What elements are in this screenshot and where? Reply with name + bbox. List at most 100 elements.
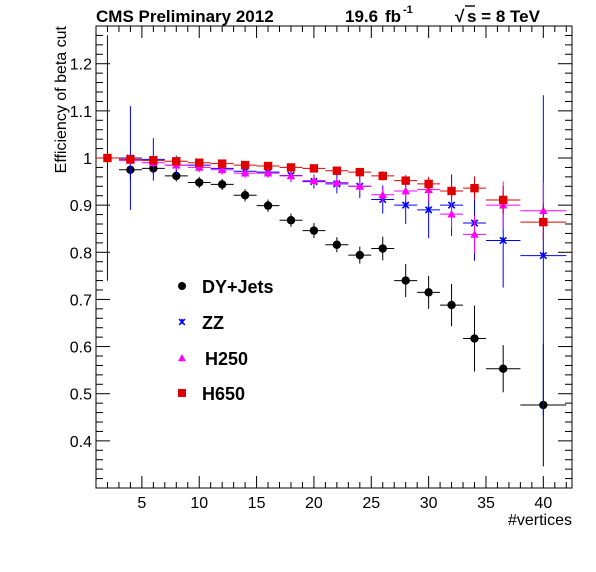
data-point [417, 275, 441, 309]
chart-title-energy: s = 8 TeV [467, 7, 541, 26]
data-point-square [240, 160, 250, 170]
data-point-square [172, 157, 181, 166]
data-point-circle [263, 201, 273, 210]
data-point-square [195, 158, 204, 167]
y-tick-label: 0.6 [70, 340, 92, 357]
chart-title-lumi-value: 19.6 [345, 7, 378, 26]
data-point [417, 181, 441, 239]
data-point-triangle [378, 190, 387, 199]
data-point-star [424, 206, 433, 214]
data-point [279, 171, 303, 181]
data-point-square [332, 166, 342, 175]
data-point [187, 176, 211, 189]
data-point-circle [286, 216, 296, 225]
data-point-star [539, 251, 548, 260]
y-tick-label: 0.9 [70, 198, 92, 215]
x-tick-label: 15 [248, 495, 266, 512]
data-point-triangle [217, 165, 227, 174]
legend: DY+Jets ZZ H250 H650 [178, 277, 274, 404]
data-point-triangle [286, 171, 296, 180]
data-point-circle [498, 364, 508, 373]
y-tick-label: 0.8 [70, 245, 92, 262]
data-point [463, 215, 486, 254]
chart-title-experiment: CMS Preliminary 2012 [96, 7, 274, 26]
data-point-circle [378, 244, 387, 253]
data-point-circle [240, 191, 250, 200]
data-point-square [217, 159, 227, 168]
y-tick-label: 0.4 [70, 434, 92, 451]
data-point-triangle [332, 178, 342, 186]
data-point-triangle [240, 168, 250, 177]
data-point-square [103, 153, 112, 163]
data-point [256, 161, 280, 171]
data-point [210, 159, 234, 168]
y-tick-labels: 0.4 0.5 0.6 0.7 0.8 0.9 1 1.1 1.2 [70, 57, 92, 451]
data-point [417, 176, 441, 191]
data-point-circle [332, 240, 342, 249]
data-point [164, 157, 188, 166]
data-point-triangle [447, 209, 456, 218]
legend-label: DY+Jets [202, 277, 274, 297]
data-point [440, 199, 464, 229]
data-point [394, 174, 418, 187]
data-point-circle [355, 250, 365, 260]
data-point-square [263, 161, 273, 171]
data-point-triangle [401, 186, 410, 195]
axis-ticks [95, 25, 572, 489]
data-point-triangle [470, 230, 479, 238]
data-point-square [126, 155, 135, 164]
legend-entry: DY+Jets [178, 277, 274, 297]
x-tick-label: 35 [477, 495, 495, 512]
data-point [485, 185, 521, 215]
data-point-triangle [309, 176, 319, 184]
y-axis-title: Efficiency of beta cut [53, 25, 70, 173]
chart-title-sqrt-symbol: √ [455, 7, 465, 26]
data-point-square [447, 186, 456, 196]
data-point [302, 223, 326, 239]
data-point [302, 175, 326, 186]
x-axis-title: #vertices [508, 512, 572, 529]
data-point-star [178, 318, 186, 326]
data-point-circle [195, 178, 204, 187]
data-point [96, 153, 119, 163]
legend-label: H250 [205, 349, 248, 369]
data-point-circle [470, 334, 479, 343]
x-tick-label: 5 [137, 495, 146, 512]
data-point-star [401, 201, 410, 209]
legend-label: ZZ [202, 313, 224, 333]
legend-entry: H250 [178, 349, 248, 369]
data-point-square [401, 176, 410, 185]
data-point [233, 160, 257, 170]
series-h650 [96, 153, 567, 241]
data-point [325, 177, 349, 188]
data-point [348, 167, 372, 177]
data-point-square [539, 217, 548, 227]
data-point [187, 158, 211, 167]
x-tick-labels: 5 10 15 20 25 30 35 40 [137, 495, 552, 512]
legend-entry: H650 [178, 384, 245, 404]
data-point-square [378, 171, 387, 181]
data-series [96, 35, 567, 467]
x-tick-label: 10 [190, 495, 208, 512]
data-point [279, 163, 303, 172]
y-tick-label: 1.1 [70, 104, 92, 121]
x-tick-label: 30 [420, 495, 438, 512]
data-point [141, 156, 165, 165]
chart-title-lumi-exponent: -1 [403, 4, 413, 16]
data-point-circle [217, 180, 227, 189]
data-point-square [498, 195, 508, 205]
data-point-triangle [195, 163, 204, 171]
data-point [371, 236, 395, 261]
data-point-square [470, 183, 479, 193]
data-point [520, 95, 567, 416]
data-point [302, 164, 326, 173]
x-tick-label: 40 [534, 495, 552, 512]
data-point [348, 180, 372, 192]
y-tick-label: 0.5 [70, 387, 92, 404]
legend-label: H650 [202, 384, 245, 404]
data-point [210, 178, 234, 191]
data-point-triangle [263, 168, 273, 177]
data-point-square [149, 156, 158, 165]
data-point-circle [172, 171, 181, 181]
data-point [325, 166, 349, 175]
